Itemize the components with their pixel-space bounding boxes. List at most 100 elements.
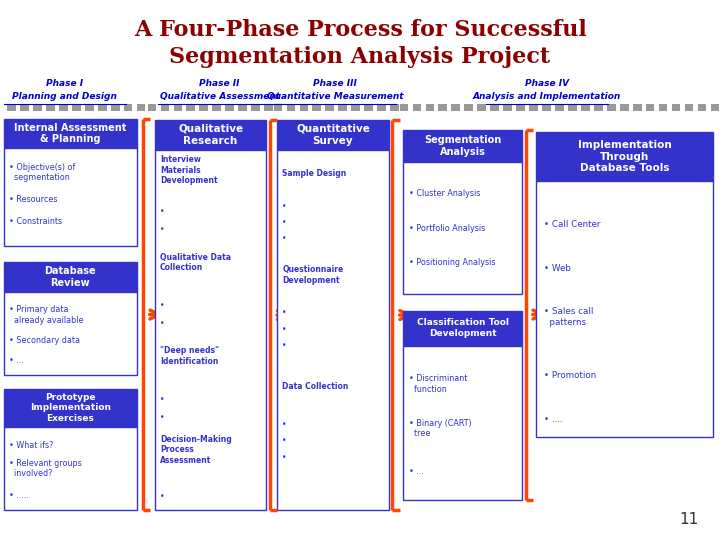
Text: •: • — [282, 453, 287, 462]
Text: Qualitative Data
Collection: Qualitative Data Collection — [160, 253, 231, 272]
Text: Prototype
Implementation
Exercises: Prototype Implementation Exercises — [30, 393, 111, 423]
Text: Database
Review: Database Review — [45, 266, 96, 287]
FancyBboxPatch shape — [277, 120, 389, 150]
Text: •: • — [282, 341, 287, 350]
Text: •: • — [160, 413, 164, 422]
FancyBboxPatch shape — [238, 104, 247, 111]
FancyBboxPatch shape — [516, 104, 525, 111]
Text: • Cluster Analysis: • Cluster Analysis — [409, 189, 480, 198]
FancyBboxPatch shape — [174, 104, 182, 111]
FancyBboxPatch shape — [503, 104, 512, 111]
FancyBboxPatch shape — [277, 150, 389, 510]
Text: • Relevant groups
  involved?: • Relevant groups involved? — [9, 459, 82, 478]
Text: Phase III: Phase III — [313, 79, 356, 88]
Text: • Binary (CART)
  tree: • Binary (CART) tree — [409, 419, 472, 438]
Text: Segmentation Analysis Project: Segmentation Analysis Project — [169, 46, 551, 68]
Text: • ...: • ... — [9, 356, 24, 364]
Text: Interview
Materials
Development: Interview Materials Development — [160, 156, 217, 185]
FancyBboxPatch shape — [568, 104, 577, 111]
FancyBboxPatch shape — [46, 104, 55, 111]
Text: •: • — [282, 218, 287, 227]
FancyBboxPatch shape — [451, 104, 460, 111]
Text: • Primary data
  already available: • Primary data already available — [9, 305, 84, 325]
Text: • Portfolio Analysis: • Portfolio Analysis — [409, 224, 485, 233]
FancyBboxPatch shape — [413, 104, 421, 111]
Text: Phase II: Phase II — [199, 79, 240, 88]
FancyBboxPatch shape — [711, 104, 719, 111]
Text: •: • — [160, 225, 164, 234]
FancyBboxPatch shape — [161, 104, 169, 111]
Text: • Call Center: • Call Center — [544, 220, 600, 229]
FancyBboxPatch shape — [274, 104, 282, 111]
FancyBboxPatch shape — [287, 104, 295, 111]
FancyBboxPatch shape — [607, 104, 616, 111]
FancyBboxPatch shape — [155, 120, 266, 150]
FancyBboxPatch shape — [137, 104, 145, 111]
FancyBboxPatch shape — [594, 104, 603, 111]
Text: Classification Tool
Development: Classification Tool Development — [417, 319, 508, 338]
FancyBboxPatch shape — [20, 104, 29, 111]
Text: •: • — [282, 202, 287, 211]
Text: Quantitative
Survey: Quantitative Survey — [296, 124, 370, 145]
FancyBboxPatch shape — [403, 346, 522, 500]
Text: •: • — [282, 420, 287, 429]
Text: • Positioning Analysis: • Positioning Analysis — [409, 258, 495, 267]
FancyBboxPatch shape — [4, 427, 137, 510]
FancyBboxPatch shape — [124, 104, 132, 111]
FancyBboxPatch shape — [186, 104, 195, 111]
FancyBboxPatch shape — [98, 104, 107, 111]
Text: • Sales call
  patterns: • Sales call patterns — [544, 307, 593, 327]
Text: Phase IV: Phase IV — [525, 79, 570, 88]
FancyBboxPatch shape — [536, 132, 713, 181]
Text: • ...: • ... — [409, 467, 424, 476]
FancyBboxPatch shape — [155, 150, 266, 510]
FancyBboxPatch shape — [4, 119, 137, 148]
FancyBboxPatch shape — [85, 104, 94, 111]
FancyBboxPatch shape — [72, 104, 81, 111]
FancyBboxPatch shape — [4, 148, 137, 246]
Text: •: • — [282, 308, 287, 318]
FancyBboxPatch shape — [464, 104, 473, 111]
FancyBboxPatch shape — [251, 104, 260, 111]
Text: • .....: • ..... — [9, 491, 30, 500]
FancyBboxPatch shape — [4, 389, 137, 427]
FancyBboxPatch shape — [212, 104, 221, 111]
FancyBboxPatch shape — [555, 104, 564, 111]
Text: •: • — [282, 234, 287, 244]
FancyBboxPatch shape — [377, 104, 386, 111]
Text: Data Collection: Data Collection — [282, 382, 348, 392]
Text: • ....: • .... — [544, 415, 562, 424]
FancyBboxPatch shape — [403, 162, 522, 294]
FancyBboxPatch shape — [148, 104, 156, 111]
FancyBboxPatch shape — [698, 104, 706, 111]
Text: Planning and Design: Planning and Design — [12, 92, 117, 100]
FancyBboxPatch shape — [646, 104, 654, 111]
Text: Quantitative Measurement: Quantitative Measurement — [266, 92, 403, 100]
FancyBboxPatch shape — [400, 104, 408, 111]
FancyBboxPatch shape — [4, 262, 137, 292]
FancyBboxPatch shape — [403, 310, 522, 346]
Text: "Deep needs"
Identification: "Deep needs" Identification — [160, 347, 219, 366]
FancyBboxPatch shape — [672, 104, 680, 111]
FancyBboxPatch shape — [33, 104, 42, 111]
FancyBboxPatch shape — [685, 104, 693, 111]
FancyBboxPatch shape — [529, 104, 538, 111]
Text: Segmentation
Analysis: Segmentation Analysis — [424, 135, 501, 157]
FancyBboxPatch shape — [111, 104, 120, 111]
FancyBboxPatch shape — [403, 130, 522, 162]
Text: • Discriminant
  function: • Discriminant function — [409, 374, 467, 394]
FancyBboxPatch shape — [225, 104, 234, 111]
FancyBboxPatch shape — [490, 104, 499, 111]
Text: • Resources: • Resources — [9, 194, 58, 204]
Text: Decision-Making
Process
Assessment: Decision-Making Process Assessment — [160, 435, 232, 465]
Text: •: • — [160, 395, 164, 404]
FancyBboxPatch shape — [390, 104, 399, 111]
FancyBboxPatch shape — [364, 104, 373, 111]
FancyBboxPatch shape — [581, 104, 590, 111]
FancyBboxPatch shape — [338, 104, 347, 111]
Text: Internal Assessment
& Planning: Internal Assessment & Planning — [14, 123, 127, 144]
FancyBboxPatch shape — [633, 104, 642, 111]
FancyBboxPatch shape — [426, 104, 434, 111]
Text: Qualitative
Research: Qualitative Research — [178, 124, 243, 145]
Text: 11: 11 — [679, 511, 698, 526]
